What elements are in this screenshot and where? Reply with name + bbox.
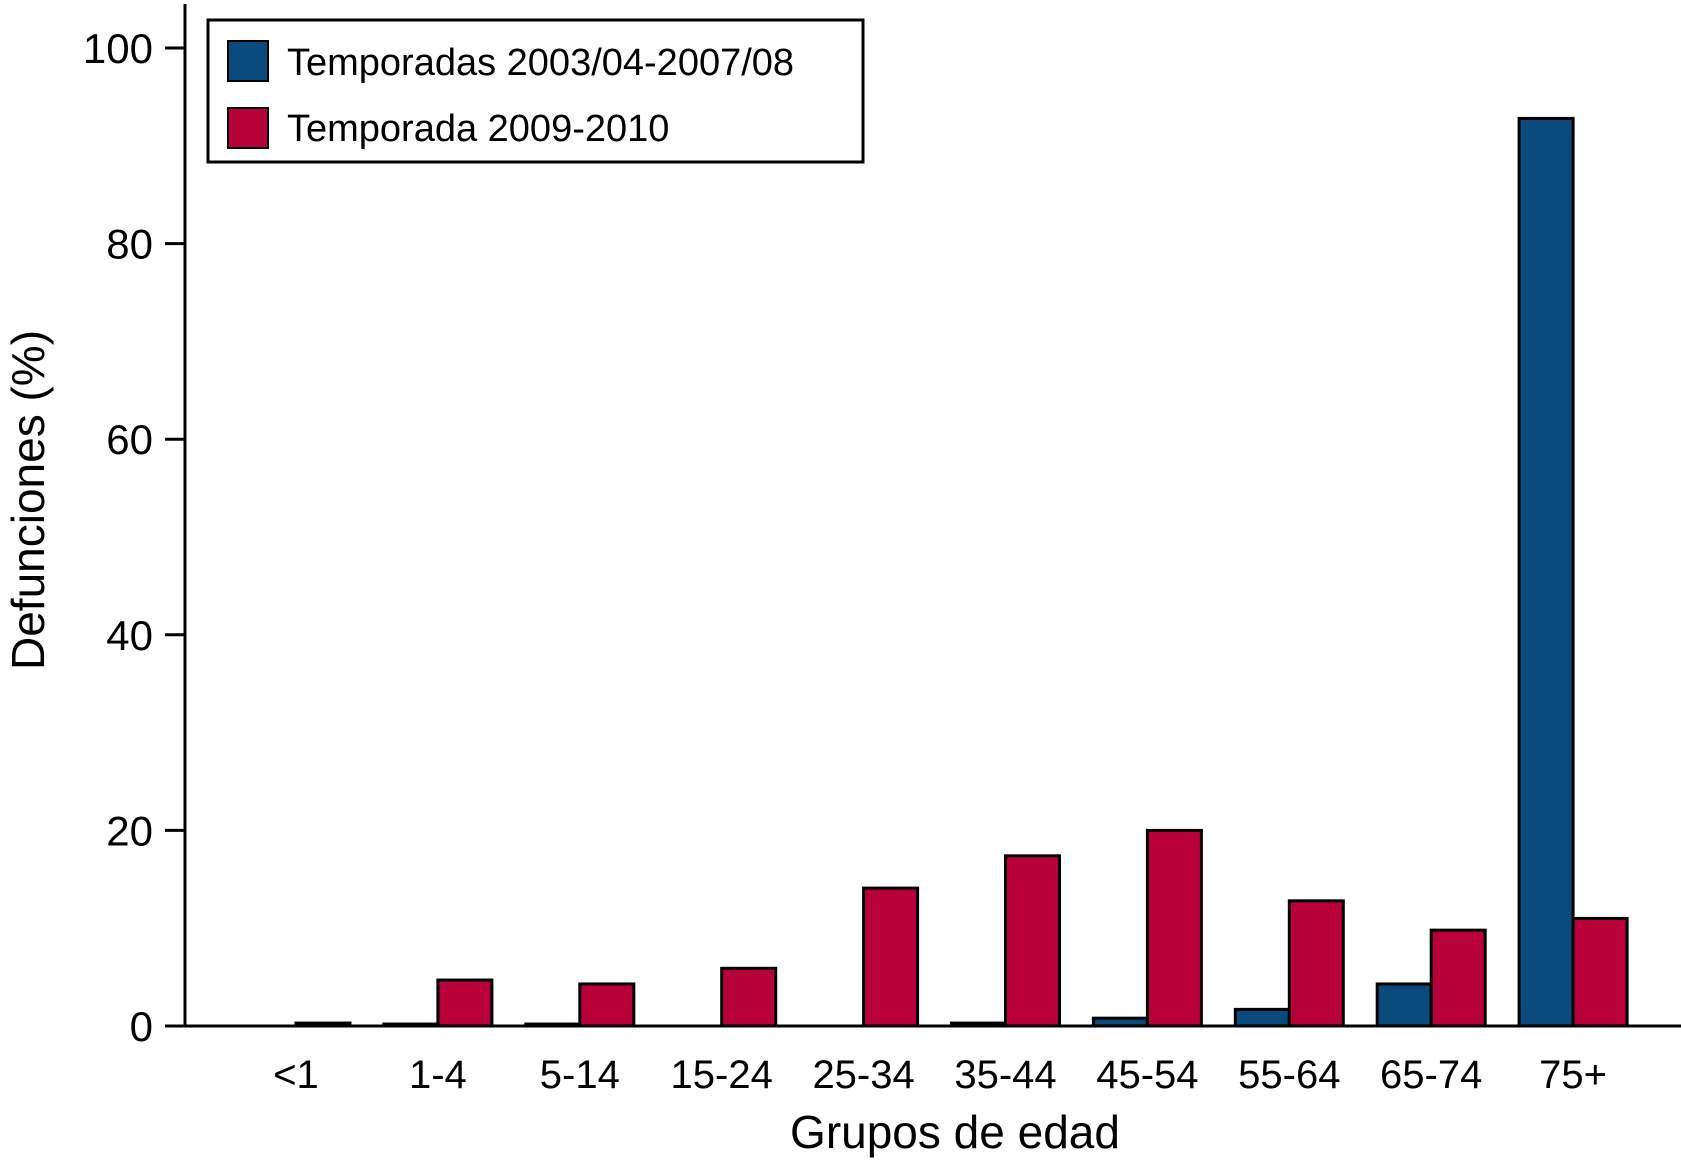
bar-2-5-14 [578, 982, 636, 1028]
legend-label-series-1: Temporadas 2003/04-2007/08 [287, 42, 794, 84]
x-tick-label: 55-64 [1238, 1053, 1340, 1097]
legend-box [206, 18, 865, 164]
x-tick-label: 25-34 [812, 1053, 914, 1097]
y-tick-label: 80 [106, 221, 153, 268]
x-tick-label: <1 [273, 1053, 319, 1097]
x-tick-label: 65-74 [1380, 1053, 1482, 1097]
y-tick-label: 20 [106, 807, 153, 854]
y-tick-label: 0 [130, 1003, 153, 1050]
bar-2-45-54 [1145, 828, 1203, 1028]
bar-1-5-14 [524, 1022, 582, 1028]
x-axis-label: Grupos de edad [790, 1106, 1120, 1158]
legend: Temporadas 2003/04-2007/08 Temporada 200… [206, 18, 865, 164]
y-tick-label: 60 [106, 416, 153, 463]
x-tick-label: 15-24 [671, 1053, 773, 1097]
bar-2-<1 [294, 1021, 352, 1028]
bar-2-15-24 [720, 966, 778, 1028]
bar-1-75+ [1517, 116, 1575, 1028]
x-tick-label: 75+ [1539, 1053, 1607, 1097]
bar-2-1-4 [436, 978, 494, 1028]
y-axis-label: Defunciones (%) [2, 330, 54, 670]
x-tick-label: 35-44 [954, 1053, 1056, 1097]
bars [294, 116, 1629, 1028]
legend-swatch-series-2 [227, 107, 269, 149]
bar-2-35-44 [1004, 854, 1061, 1028]
y-tick-label: 100 [83, 25, 153, 72]
bar-1-65-74 [1375, 982, 1433, 1028]
legend-label-series-2: Temporada 2009-2010 [287, 108, 669, 150]
y-ticks: 0 20 40 60 80 100 [83, 25, 185, 1050]
bar-2-55-64 [1287, 899, 1345, 1028]
x-tick-label: 45-54 [1096, 1053, 1198, 1097]
legend-swatch-series-1 [227, 40, 269, 82]
bar-1-45-54 [1091, 1016, 1149, 1028]
bar-2-75+ [1571, 916, 1629, 1028]
bar-1-35-44 [950, 1021, 1007, 1028]
bar-2-25-34 [862, 886, 920, 1028]
y-tick-label: 40 [106, 612, 153, 659]
x-tick-label: 1-4 [409, 1053, 467, 1097]
bar-2-65-74 [1429, 928, 1487, 1028]
bar-1-1-4 [382, 1022, 440, 1028]
x-tick-labels: <1 1-4 5-14 15-24 25-34 35-44 45-54 55-64 65-74 7… [273, 1053, 1607, 1097]
x-tick-label: 5-14 [540, 1053, 620, 1097]
bar-1-55-64 [1233, 1007, 1291, 1028]
